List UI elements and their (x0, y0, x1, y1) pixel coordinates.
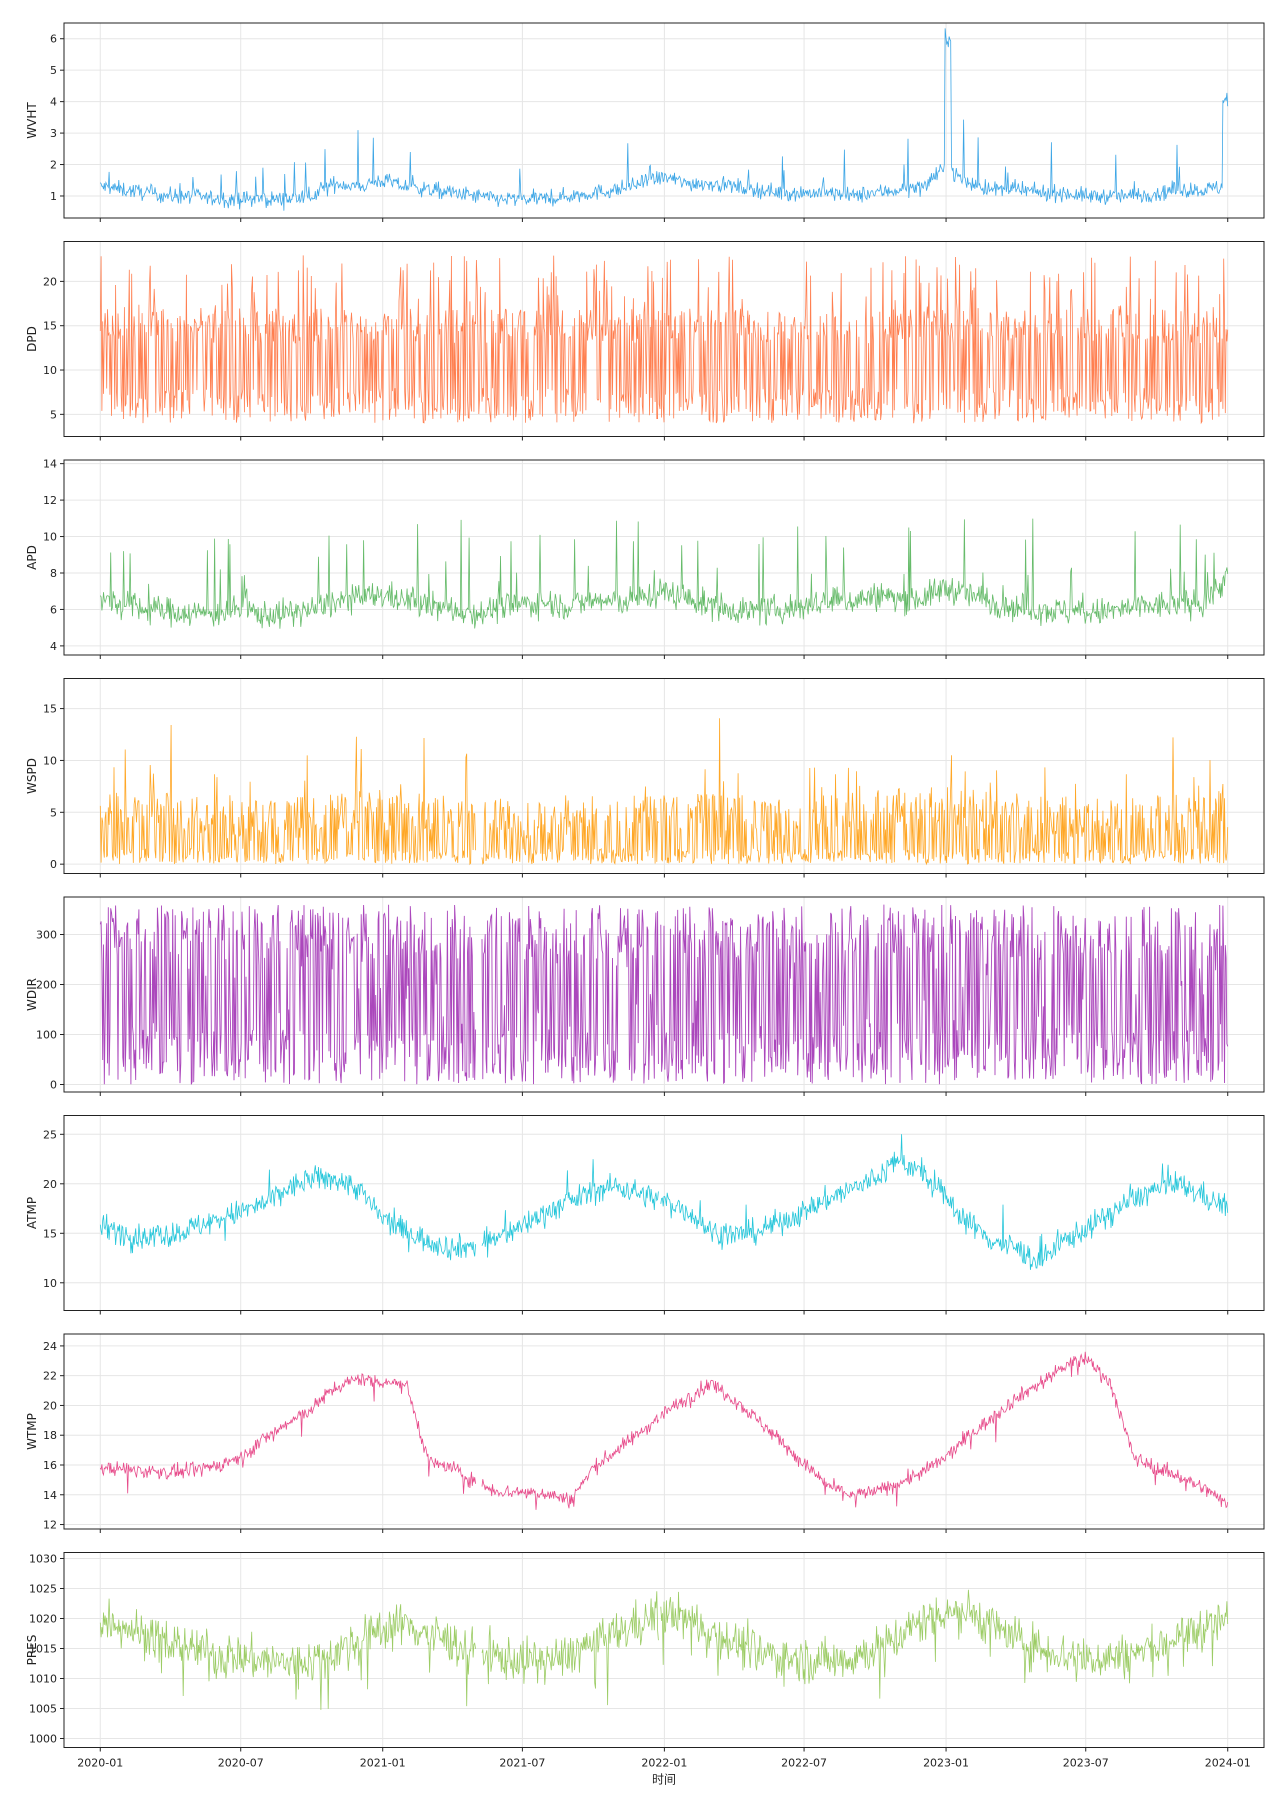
y-axis-label: DPD (25, 326, 39, 352)
y-tick-label: 1005 (29, 1703, 57, 1716)
y-tick-label: 6 (50, 33, 57, 46)
y-tick-label: 5 (50, 806, 57, 819)
x-tick-label: 2023-01 (923, 1757, 969, 1770)
y-tick-label: 14 (43, 1489, 57, 1502)
panel-wdir: 0 100 200 300 WDIR (25, 896, 1265, 1096)
y-tick-label: 0 (50, 858, 57, 871)
panel-atmp: 10 15 20 25 ATMP (25, 1115, 1265, 1315)
y-tick-label: 1000 (29, 1733, 57, 1746)
x-tick-label: 2021-07 (499, 1757, 545, 1770)
y-axis-label: PRES (25, 1635, 39, 1666)
series-line-wvht (99, 28, 1229, 211)
panel-wspd: 0 5 10 15 WSPD (25, 678, 1265, 878)
panel-dpd: 5 10 15 20 DPD (25, 241, 1265, 441)
x-tick-label: 2021-01 (360, 1757, 406, 1770)
x-tick-label: 2022-07 (781, 1757, 827, 1770)
y-tick-label: 16 (43, 1459, 57, 1472)
y-axis-label: WDIR (25, 978, 39, 1011)
x-tick-label: 2023-07 (1063, 1757, 1109, 1770)
x-tick-label: 2024-01 (1205, 1757, 1251, 1770)
y-tick-label: 20 (43, 275, 57, 288)
x-axis-label: 时间 (652, 1773, 676, 1787)
x-tick-label: 2022-01 (641, 1757, 687, 1770)
y-tick-label: 0 (50, 1079, 57, 1092)
y-tick-label: 20 (43, 1178, 57, 1191)
y-tick-label: 20 (43, 1399, 57, 1412)
y-tick-label: 4 (50, 640, 57, 653)
series-line-wtmp (99, 1351, 1229, 1510)
y-tick-label: 1025 (29, 1583, 57, 1596)
y-tick-label: 1010 (29, 1673, 57, 1686)
y-tick-label: 10 (43, 364, 57, 377)
y-tick-label: 12 (43, 494, 57, 507)
y-tick-label: 1030 (29, 1553, 57, 1566)
series-line-wspd (99, 718, 1229, 866)
y-tick-label: 2 (50, 159, 57, 172)
series-line-dpd (99, 255, 1229, 425)
y-tick-label: 24 (43, 1340, 57, 1353)
x-tick-label: 2020-07 (218, 1757, 264, 1770)
panel-apd: 4 6 8 10 12 14 APD (25, 458, 1265, 659)
y-axis-label: ATMP (25, 1197, 39, 1229)
y-tick-label: 1020 (29, 1613, 57, 1626)
y-tick-label: 15 (43, 703, 57, 716)
series-line-atmp (99, 1134, 1229, 1270)
y-tick-label: 300 (36, 929, 57, 942)
y-tick-label: 5 (50, 64, 57, 77)
panel-wvht: 1 2 3 4 5 6 WVHT (25, 22, 1265, 222)
y-tick-label: 22 (43, 1370, 57, 1383)
y-tick-label: 15 (43, 1227, 57, 1240)
y-tick-label: 4 (50, 96, 57, 109)
series-line-pres (99, 1589, 1229, 1710)
y-tick-label: 5 (50, 408, 57, 421)
y-tick-label: 14 (43, 458, 57, 471)
y-axis-label: APD (25, 545, 39, 570)
y-axis-label: WSPD (25, 758, 39, 794)
y-axis-label: WTMP (25, 1413, 39, 1450)
y-tick-label: 15 (43, 320, 57, 333)
y-tick-label: 200 (36, 979, 57, 992)
y-axis-label: WVHT (25, 102, 39, 139)
y-tick-label: 10 (43, 754, 57, 767)
y-tick-label: 6 (50, 603, 57, 616)
y-tick-label: 12 (43, 1519, 57, 1532)
y-tick-label: 25 (43, 1128, 57, 1141)
series-line-wdir (99, 904, 1229, 1085)
y-tick-label: 18 (43, 1429, 57, 1442)
x-tick-label: 2020-01 (77, 1757, 123, 1770)
y-tick-label: 8 (50, 567, 57, 580)
y-tick-label: 10 (43, 531, 57, 544)
panel-wtmp: 12 14 16 18 20 22 24 WTMP (25, 1333, 1265, 1533)
y-tick-label: 1 (50, 190, 57, 203)
panel-pres: 1000 1005 1010 1015 1020 1025 1030 PRES 2020-01 2… (25, 1552, 1265, 1787)
y-tick-label: 10 (43, 1277, 57, 1290)
y-tick-label: 100 (36, 1029, 57, 1042)
series-line-apd (99, 518, 1229, 629)
y-tick-label: 3 (50, 127, 57, 140)
y-tick-label: 1015 (29, 1643, 57, 1656)
